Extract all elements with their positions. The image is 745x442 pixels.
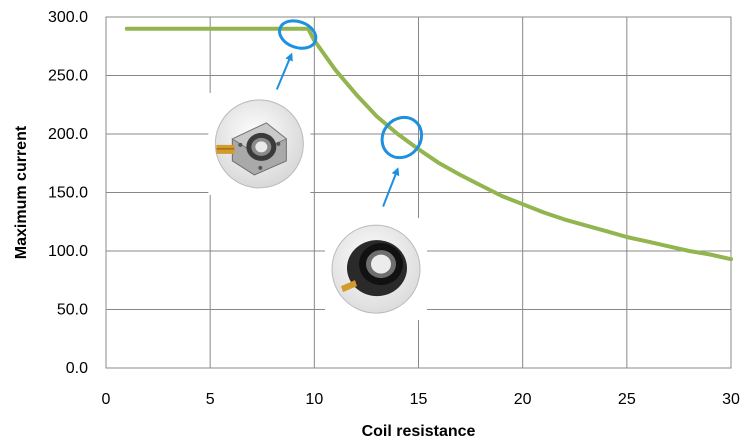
plot-area-border bbox=[105, 16, 732, 369]
callout-arrow bbox=[275, 52, 293, 90]
highlight-ellipse bbox=[278, 19, 318, 50]
x-tick-label: 15 bbox=[410, 391, 428, 408]
callout-arrow bbox=[382, 167, 400, 207]
annotation-layer bbox=[275, 19, 424, 207]
y-tick-label: 250.0 bbox=[48, 68, 88, 85]
y-tick-label: 200.0 bbox=[48, 126, 88, 143]
y-tick-label: 100.0 bbox=[48, 243, 88, 260]
y-tick-label: 50.0 bbox=[57, 302, 88, 319]
x-tick-label: 10 bbox=[305, 391, 323, 408]
y-tick-label: 300.0 bbox=[48, 9, 88, 26]
highlight-ellipse bbox=[380, 115, 424, 160]
x-tick-label: 30 bbox=[722, 391, 740, 408]
x-axis-title: Coil resistance bbox=[362, 423, 476, 440]
y-tick-label: 0.0 bbox=[66, 360, 88, 377]
y-tick-labels: 0.0 50.0 100.0 150.0 200.0 250.0 300.0 bbox=[48, 9, 88, 377]
x-tick-label: 20 bbox=[514, 391, 532, 408]
closed-cylindrical-actuator-photo bbox=[325, 218, 427, 321]
open-frame-actuator-photo bbox=[208, 92, 311, 195]
x-tick-label: 25 bbox=[618, 391, 636, 408]
series-line bbox=[124, 26, 733, 262]
y-tick-label: 150.0 bbox=[48, 185, 88, 202]
x-tick-label: 5 bbox=[206, 391, 215, 408]
x-tick-label: 0 bbox=[102, 391, 111, 408]
y-axis-title: Maximum current bbox=[13, 125, 30, 259]
x-tick-labels: 0 5 10 15 20 25 30 bbox=[102, 391, 740, 408]
